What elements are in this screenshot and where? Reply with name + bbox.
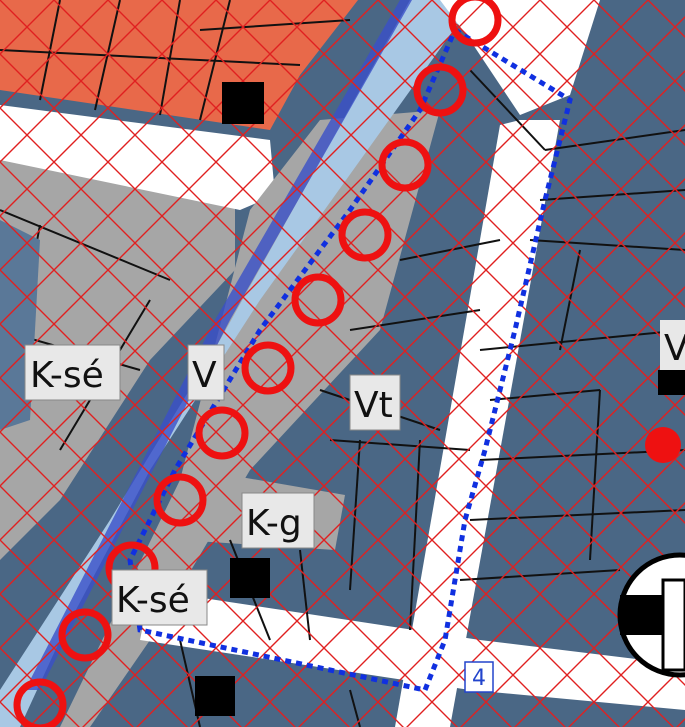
ring-marker bbox=[413, 63, 467, 117]
ring-marker bbox=[195, 406, 249, 460]
building-marker bbox=[222, 82, 264, 124]
zone-label-vt: Vt bbox=[354, 385, 393, 426]
zone-label-box bbox=[241, 492, 315, 549]
ring-marker bbox=[338, 208, 392, 262]
ring-marker bbox=[448, 0, 502, 47]
building-marker bbox=[230, 558, 270, 598]
ring-markers bbox=[13, 0, 502, 727]
map-symbol bbox=[617, 552, 685, 678]
zone-label-v: V bbox=[192, 355, 217, 396]
zone-label-box bbox=[660, 320, 685, 370]
ring-marker bbox=[378, 138, 432, 192]
building-marker bbox=[658, 370, 685, 395]
zone-label-kg: K-g bbox=[246, 503, 302, 544]
zone-label-v-right: V bbox=[664, 328, 685, 369]
ring-marker bbox=[241, 341, 295, 395]
plan-area-number: 4 bbox=[472, 666, 486, 691]
zone-label-ksé-left: K-sé bbox=[30, 355, 104, 396]
building-marker bbox=[195, 676, 235, 716]
zone-label-box bbox=[111, 569, 208, 626]
pin-marker[interactable] bbox=[645, 427, 681, 463]
ring-marker bbox=[291, 273, 345, 327]
ring-marker bbox=[13, 678, 67, 727]
plan-area-number-box bbox=[464, 661, 494, 693]
ring-marker bbox=[58, 608, 112, 662]
zone-label-box bbox=[349, 374, 401, 431]
zone-label-box bbox=[187, 344, 225, 401]
zone-label-ksé-lower: K-sé bbox=[116, 580, 190, 621]
zone-label-box bbox=[24, 344, 121, 401]
ring-marker bbox=[153, 473, 207, 527]
